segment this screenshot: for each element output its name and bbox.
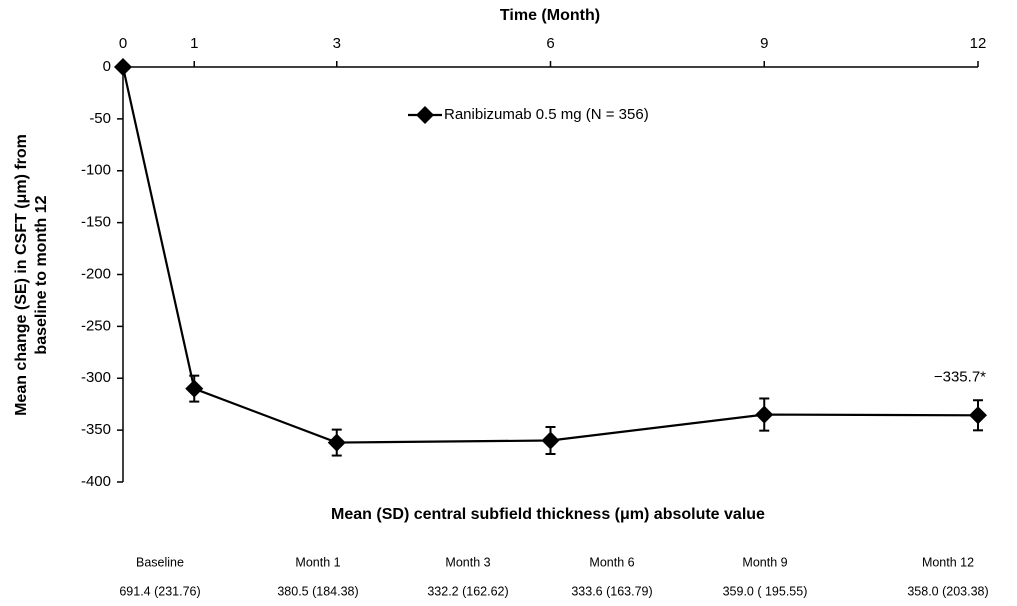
- x-axis-label: Time (Month): [500, 7, 600, 24]
- marker: [114, 58, 132, 76]
- y-tick-label: -300: [81, 369, 111, 386]
- table-title: Mean (SD) central subfield thickness (μm…: [331, 506, 765, 523]
- x-tick-label: 3: [333, 35, 341, 52]
- y-tick-label: 0: [103, 58, 111, 75]
- x-tick-label: 0: [119, 35, 127, 52]
- x-tick-label: 9: [760, 35, 768, 52]
- table-header: Month 9: [742, 555, 787, 569]
- x-tick-label: 12: [970, 35, 987, 52]
- y-axis-label: Mean change (SE) in CSFT (μm) from basel…: [13, 134, 50, 416]
- table-cell: 332.2 (162.62): [427, 584, 508, 598]
- marker: [327, 433, 346, 452]
- table-cell: 333.6 (163.79): [571, 584, 652, 598]
- y-tick-label: -350: [81, 421, 111, 438]
- table-header: Baseline: [136, 555, 184, 569]
- x-tick-label: 1: [190, 35, 198, 52]
- table-cell: 691.4 (231.76): [119, 584, 200, 598]
- y-tick-label: -250: [81, 317, 111, 334]
- y-tick-label: -100: [81, 162, 111, 179]
- table-cell: 359.0 ( 195.55): [723, 584, 808, 598]
- table-cell: 358.0 (203.38): [907, 584, 988, 598]
- marker: [541, 431, 560, 450]
- table-header: Month 3: [445, 555, 490, 569]
- series-line: [121, 66, 979, 444]
- table-cell: 380.5 (184.38): [277, 584, 358, 598]
- y-tick-label: -200: [81, 265, 111, 282]
- table-header: Month 12: [922, 555, 974, 569]
- value-label: −335.7*: [934, 368, 986, 385]
- table-header: Month 6: [589, 555, 634, 569]
- y-axis-label-line: Mean change (SE) in CSFT (μm) from: [13, 134, 30, 416]
- marker: [969, 406, 987, 425]
- legend-label: Ranibizumab 0.5 mg (N = 356): [444, 106, 649, 123]
- y-tick-label: -150: [81, 214, 111, 231]
- marker: [185, 379, 204, 398]
- y-axis-label-line: baseline to month 12: [33, 195, 50, 354]
- marker: [755, 405, 774, 424]
- table-header: Month 1: [295, 555, 340, 569]
- y-tick-label: -50: [89, 110, 111, 127]
- legend-marker: [416, 106, 434, 124]
- y-tick-label: -400: [81, 473, 111, 490]
- x-tick-label: 6: [546, 35, 554, 52]
